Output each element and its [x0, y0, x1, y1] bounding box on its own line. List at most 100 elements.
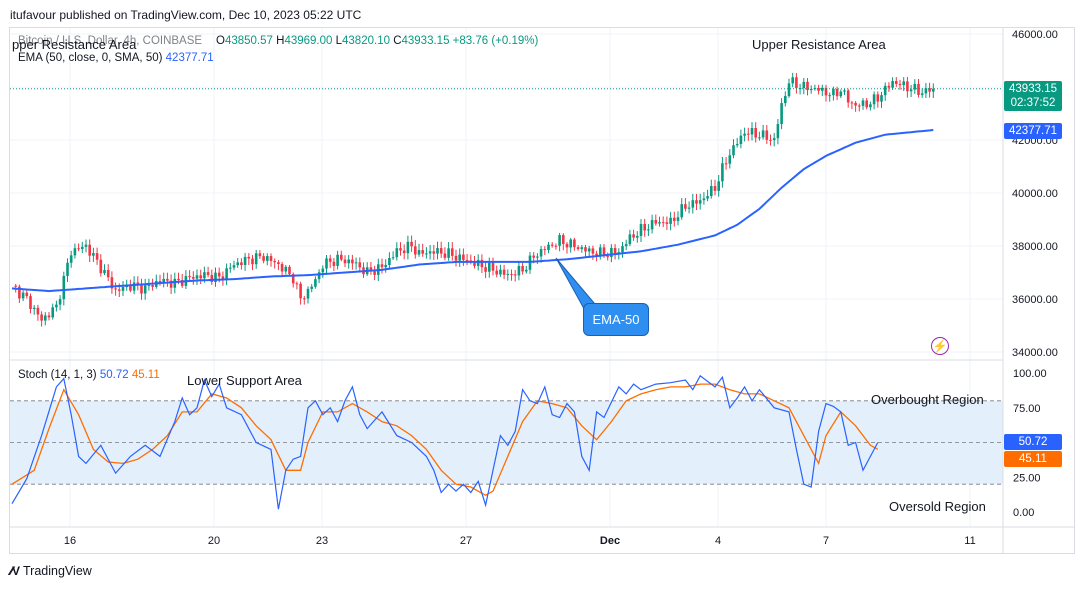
candle-body [439, 248, 443, 254]
candlesticks [14, 72, 935, 327]
candle-body [373, 271, 376, 275]
candle-body [532, 255, 535, 258]
time-tick-label: 20 [208, 535, 220, 547]
candle-body [73, 248, 77, 256]
candle-body [861, 100, 865, 106]
candle-body [809, 89, 813, 91]
candle-body [739, 135, 743, 145]
candle-body [602, 247, 606, 257]
countdown-value: 02:37:52 [1010, 97, 1056, 109]
lightning-icon[interactable]: ⚡ [931, 337, 949, 355]
candle-body [121, 287, 125, 291]
candle-body [573, 239, 576, 248]
candle-body [388, 258, 391, 265]
candle-body [880, 95, 883, 102]
candle-body [784, 96, 787, 104]
candle-body [747, 133, 750, 135]
stoch-legend[interactable]: Stoch (14, 1, 3) 50.72 45.11 [18, 369, 160, 381]
candle-body [291, 274, 295, 284]
candle-body [780, 103, 783, 125]
candle-body [177, 278, 180, 281]
candle-body [924, 88, 928, 94]
candle-body [321, 268, 325, 273]
candle-body [343, 259, 347, 264]
candle-body [221, 276, 225, 280]
price-tick-label: 34000.00 [1012, 347, 1058, 359]
candle-body [824, 87, 828, 96]
candle-body [106, 269, 110, 278]
candle-body [843, 90, 846, 92]
candle-body [521, 266, 524, 272]
candle-body [920, 93, 924, 95]
candle-body [14, 285, 17, 287]
candle-body [791, 77, 794, 84]
candle-body [732, 145, 735, 156]
candle-body [506, 274, 510, 276]
candle-body [36, 307, 40, 315]
candle-body [795, 77, 798, 89]
candle-body [643, 224, 646, 231]
stoch-tick-label: 0.00 [1013, 507, 1034, 519]
candle-body [576, 247, 580, 250]
candle-body [114, 288, 117, 290]
ema-50-line [11, 129, 934, 293]
candle-body [21, 292, 25, 299]
candle-body [480, 259, 484, 268]
time-tick-label: 7 [823, 535, 829, 547]
time-tick-label: Dec [600, 535, 620, 547]
candle-body [761, 130, 765, 138]
candle-body [547, 244, 550, 250]
candle-body [77, 248, 80, 250]
candle-body [132, 282, 136, 291]
candle-body [266, 256, 269, 261]
candle-body [69, 255, 73, 263]
candle-body [724, 163, 728, 165]
candle-body [917, 83, 920, 95]
candle-body [210, 274, 214, 282]
candle-body [665, 222, 669, 224]
candle-body [713, 186, 717, 191]
ema-50-callout: EMA-50 [583, 303, 649, 336]
candle-body [565, 243, 569, 248]
candle-body [569, 239, 572, 248]
candle-body [750, 127, 754, 135]
candle-body [591, 248, 595, 254]
candle-body [247, 256, 251, 259]
candle-body [817, 88, 820, 91]
candle-body [543, 249, 547, 251]
candle-body [58, 299, 62, 305]
candle-body [380, 264, 384, 268]
candle-body [510, 274, 513, 276]
candle-body [669, 217, 672, 224]
stoch-d-line [11, 383, 879, 497]
candle-body [140, 285, 143, 294]
candle-body [891, 81, 894, 88]
candle-body [314, 279, 317, 287]
candle-body [55, 304, 58, 308]
price-tick-label: 38000.00 [1012, 241, 1058, 253]
candle-body [536, 256, 539, 258]
stoch-band [10, 400, 1003, 485]
ema-legend[interactable]: EMA (50, close, 0, SMA, 50) 42377.71 [18, 52, 214, 64]
candle-body [88, 244, 91, 256]
candle-body [158, 281, 162, 283]
candle-body [599, 247, 602, 256]
low-key: L [335, 35, 343, 47]
candle-body [647, 229, 650, 231]
last-price-value: 43933.15 [1009, 83, 1057, 95]
chart-frame [9, 27, 1075, 554]
candle-body [414, 246, 417, 255]
candle-body [436, 248, 439, 254]
stoch-axis-labels: 0.00 25.00 75.00 100.00 [1013, 368, 1047, 519]
candle-body [698, 200, 702, 204]
high-key: H [276, 35, 285, 47]
candle-body [835, 89, 839, 97]
candle-body [199, 275, 202, 279]
candle-body [802, 81, 806, 89]
candle-body [391, 257, 395, 259]
candle-body [169, 280, 173, 288]
candle-body [336, 254, 339, 266]
close-value: 43933.15 [401, 35, 450, 47]
brand-footer[interactable]: ⁄⁄V TradingView [10, 564, 92, 578]
